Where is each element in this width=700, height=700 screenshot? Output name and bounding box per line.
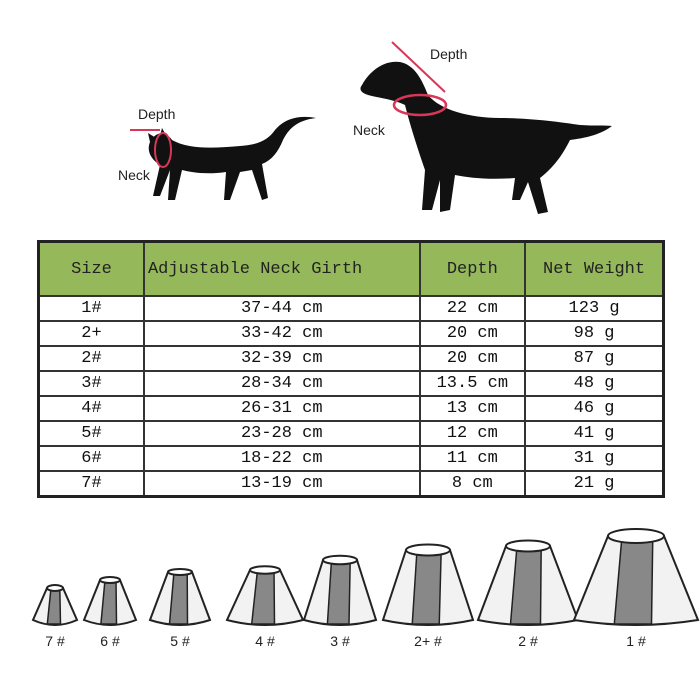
table-row: 2# 32-39 cm 20 cm 87 g (37, 345, 665, 372)
table-row: 1# 37-44 cm 22 cm 123 g (37, 295, 665, 322)
cone-1 (82, 576, 138, 626)
cone-size-label: 3 # (330, 633, 350, 649)
table-row: 7# 13-19 cm 8 cm 21 g (37, 470, 665, 498)
cell-depth: 12 cm (418, 420, 527, 447)
cell-depth: 20 cm (418, 345, 527, 372)
dog-depth-line (391, 41, 446, 93)
cone-size-label: 5 # (170, 633, 190, 649)
cone-7 (572, 528, 700, 626)
cone-size-label: 4 # (255, 633, 275, 649)
cat-neck-label: Neck (118, 167, 150, 183)
table-row: 5# 23-28 cm 12 cm 41 g (37, 420, 665, 447)
cell-depth: 11 cm (418, 445, 527, 472)
cell-net-weight: 123 g (524, 295, 665, 322)
cell-neck-girth: 23-28 cm (142, 420, 421, 447)
cell-depth: 13.5 cm (418, 370, 527, 397)
cell-size: 3# (37, 370, 145, 397)
dog-neck-label: Neck (353, 122, 385, 138)
cone-lineup (31, 528, 700, 626)
cell-depth: 8 cm (418, 470, 527, 498)
cell-neck-girth: 18-22 cm (142, 445, 421, 472)
cat-neck-ring (154, 132, 172, 168)
cell-neck-girth: 37-44 cm (142, 295, 421, 322)
cell-size: 5# (37, 420, 145, 447)
cone-0 (31, 584, 79, 626)
cone-6 (476, 539, 580, 626)
header-size: Size (37, 240, 145, 297)
cell-net-weight: 98 g (524, 320, 665, 347)
cat-depth-label: Depth (138, 106, 176, 122)
cat-ears (148, 128, 167, 142)
cat-body (148, 116, 316, 200)
cell-net-weight: 87 g (524, 345, 665, 372)
dog-depth-label: Depth (430, 46, 468, 62)
cone-size-label: 6 # (100, 633, 120, 649)
cell-size: 4# (37, 395, 145, 422)
header-neck-girth: Adjustable Neck Girth (142, 240, 421, 297)
cell-depth: 20 cm (418, 320, 527, 347)
cell-size: 1# (37, 295, 145, 322)
header-net-weight: Net Weight (524, 240, 665, 297)
cell-size: 7# (37, 470, 145, 498)
cone-4 (302, 554, 378, 626)
cone-5 (381, 543, 475, 626)
cell-neck-girth: 28-34 cm (142, 370, 421, 397)
size-table: Size Adjustable Neck Girth Depth Net Wei… (37, 240, 665, 498)
table-row: 4# 26-31 cm 13 cm 46 g (37, 395, 665, 422)
table-row: 6# 18-22 cm 11 cm 31 g (37, 445, 665, 472)
cell-depth: 13 cm (418, 395, 527, 422)
cell-net-weight: 46 g (524, 395, 665, 422)
cone-size-label: 1 # (626, 633, 646, 649)
cone-3 (225, 565, 305, 626)
cell-net-weight: 48 g (524, 370, 665, 397)
cell-net-weight: 31 g (524, 445, 665, 472)
cell-net-weight: 41 g (524, 420, 665, 447)
cone-2 (148, 568, 212, 626)
header-depth: Depth (418, 240, 527, 297)
cell-size: 6# (37, 445, 145, 472)
cell-size: 2# (37, 345, 145, 372)
cone-size-label: 2+ # (414, 633, 442, 649)
cell-neck-girth: 33-42 cm (142, 320, 421, 347)
table-row: 3# 28-34 cm 13.5 cm 48 g (37, 370, 665, 397)
cone-size-label: 7 # (45, 633, 65, 649)
cell-neck-girth: 26-31 cm (142, 395, 421, 422)
cell-net-weight: 21 g (524, 470, 665, 498)
dog-body (360, 61, 612, 215)
dog-neck-ring (392, 93, 448, 117)
cell-depth: 22 cm (418, 295, 527, 322)
table-header-row: Size Adjustable Neck Girth Depth Net Wei… (37, 240, 665, 297)
cone-size-label: 2 # (518, 633, 538, 649)
cat-silhouette (130, 41, 612, 215)
cell-neck-girth: 32-39 cm (142, 345, 421, 372)
table-row: 2+ 33-42 cm 20 cm 98 g (37, 320, 665, 347)
cell-neck-girth: 13-19 cm (142, 470, 421, 498)
cell-size: 2+ (37, 320, 145, 347)
